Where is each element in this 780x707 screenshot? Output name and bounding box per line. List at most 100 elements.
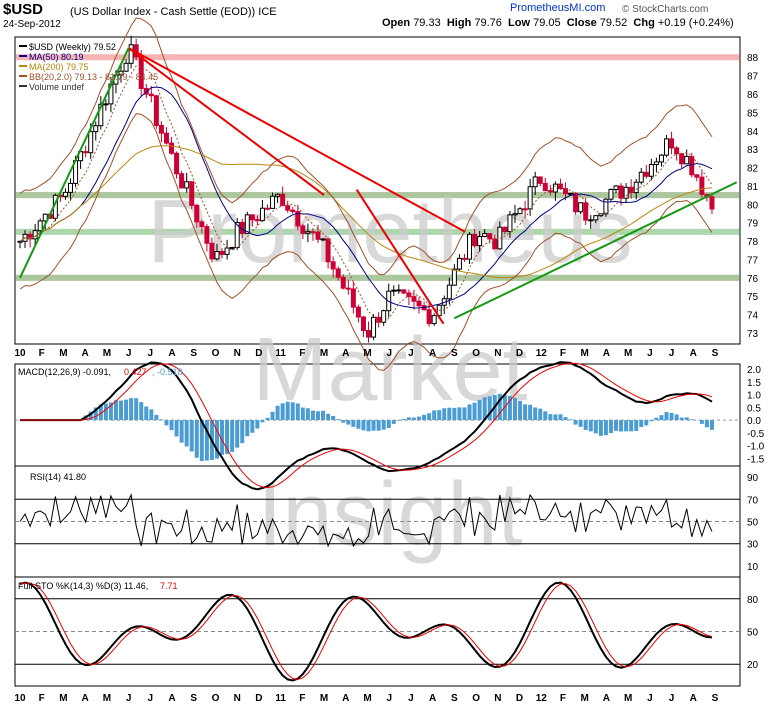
macd-hist-bar [588,420,593,432]
copyright-link[interactable]: © StockCharts.com [622,4,709,15]
price-bar-body [209,242,215,260]
macd-hist-bar [704,420,709,428]
x-axis-month-label: S [451,693,458,704]
price-bar-body [204,226,210,244]
macd-hist-bar [341,420,346,423]
macd-hist-bar [558,414,563,421]
macd-hist-bar [573,420,578,425]
x-axis-month-label: D [255,693,262,704]
x-axis-month-label: F [299,693,305,704]
macd-tick-label: -1.0 [747,442,765,453]
chg-label: Chg [633,17,655,29]
price-bar-body [88,131,94,154]
price-bar-body [103,103,109,106]
macd-hist-bar [406,417,411,421]
price-bar-body [689,155,695,176]
macd-hist-bar [189,420,194,452]
price-bar-body [502,226,508,233]
close-value: 79.52 [599,17,628,29]
macd-hist-bar [709,420,714,430]
macd-hist-bar [497,393,502,421]
sto-legend-title: Full STO %K(14,3) %D(3) 11.46, [18,581,148,591]
ohlc-readout: Open 79.33 High 79.76 Low 79.05 Close 79… [382,17,734,29]
x-axis-month-label: F [39,348,45,359]
price-tick-label: 82 [747,164,759,175]
price-bar-body [128,44,134,64]
macd-hist-bar [482,397,487,421]
x-axis-month-label: M [59,348,67,359]
macd-hist-bar [108,402,113,421]
x-axis-month-label: A [429,348,436,359]
macd-hist-bar [386,420,391,429]
price-bar-body [537,176,543,184]
price-bar-body [320,238,326,241]
macd-tick-label: -0.5 [747,429,765,440]
x-axis-month-label: M [59,693,67,704]
macd-hist-bar [366,420,371,432]
x-axis-month-label: M [103,693,111,704]
symbol-description: (US Dollar Index - Cash Settle (EOD)) IC… [70,6,277,18]
macd-hist-bar [528,404,533,421]
x-axis-month-label: D [516,348,523,359]
rsi-tick-label: 30 [747,540,759,551]
price-bar-body [411,296,417,302]
price-bar-body [578,202,584,213]
x-axis-month-label: O [212,693,220,704]
macd-hist-bar [280,403,285,421]
macd-hist-bar [305,408,310,421]
price-bar-body [290,209,296,213]
x-axis-month-label: F [299,348,305,359]
site-link[interactable]: PrometheusMI.com [510,2,606,14]
price-bar-body [456,257,462,270]
uptrend-line [19,47,130,279]
price-bar-body [219,250,225,255]
x-axis-month-label: J [386,693,392,704]
x-axis-month-label: A [82,348,89,359]
macd-hist-bar [568,419,573,421]
price-bar-body [27,233,33,240]
price-legend-item: MA(200) 79.75 [29,62,89,72]
macd-hist-bar [235,420,240,448]
watermark-text: Market [252,320,527,420]
price-bar-body [335,268,341,278]
price-bar-body [562,188,568,195]
x-axis-month-label: A [690,348,697,359]
macd-hist-bar [144,406,149,421]
price-bar-body [451,268,457,286]
macd-hist-bar [88,411,93,421]
price-bar-body [492,238,498,250]
macd-hist-bar [134,398,139,421]
open-label: Open [382,17,411,29]
macd-hist-bar [674,414,679,421]
price-bar-body [482,233,488,237]
macd-hist-bar [442,408,447,421]
macd-hist-bar [634,420,639,431]
macd-hist-bar [361,420,366,431]
price-bar-body [446,284,452,300]
x-axis-month-label: J [647,693,653,704]
price-bar-body [194,204,200,223]
rsi-tick-label: 50 [747,518,759,529]
macd-hist-bar [411,417,416,421]
x-axis-month-label: A [429,693,436,704]
price-tick-label: 81 [747,182,759,193]
macd-tick-label: 1.0 [747,391,761,402]
price-bar-body [684,155,690,165]
macd-hist-bar [351,420,356,427]
macd-hist-bar [512,397,517,421]
price-bar-body [391,289,397,292]
macd-hist-bar [316,411,321,421]
rsi-tick-label: 70 [747,495,759,506]
price-tick-label: 73 [747,329,759,340]
macd-hist-bar [270,411,275,421]
sto-d-line [19,582,713,681]
rsi-tick-label: 90 [747,473,759,484]
price-bar-body [618,185,624,199]
macd-hist-bar [199,420,204,462]
x-axis-month-label: J [126,693,132,704]
price-bar-body [583,202,589,221]
macd-hist-bar [310,410,315,421]
macd-hist-bar [174,420,179,437]
macd-hist-bar [624,420,629,432]
macd-hist-bar [119,400,124,421]
